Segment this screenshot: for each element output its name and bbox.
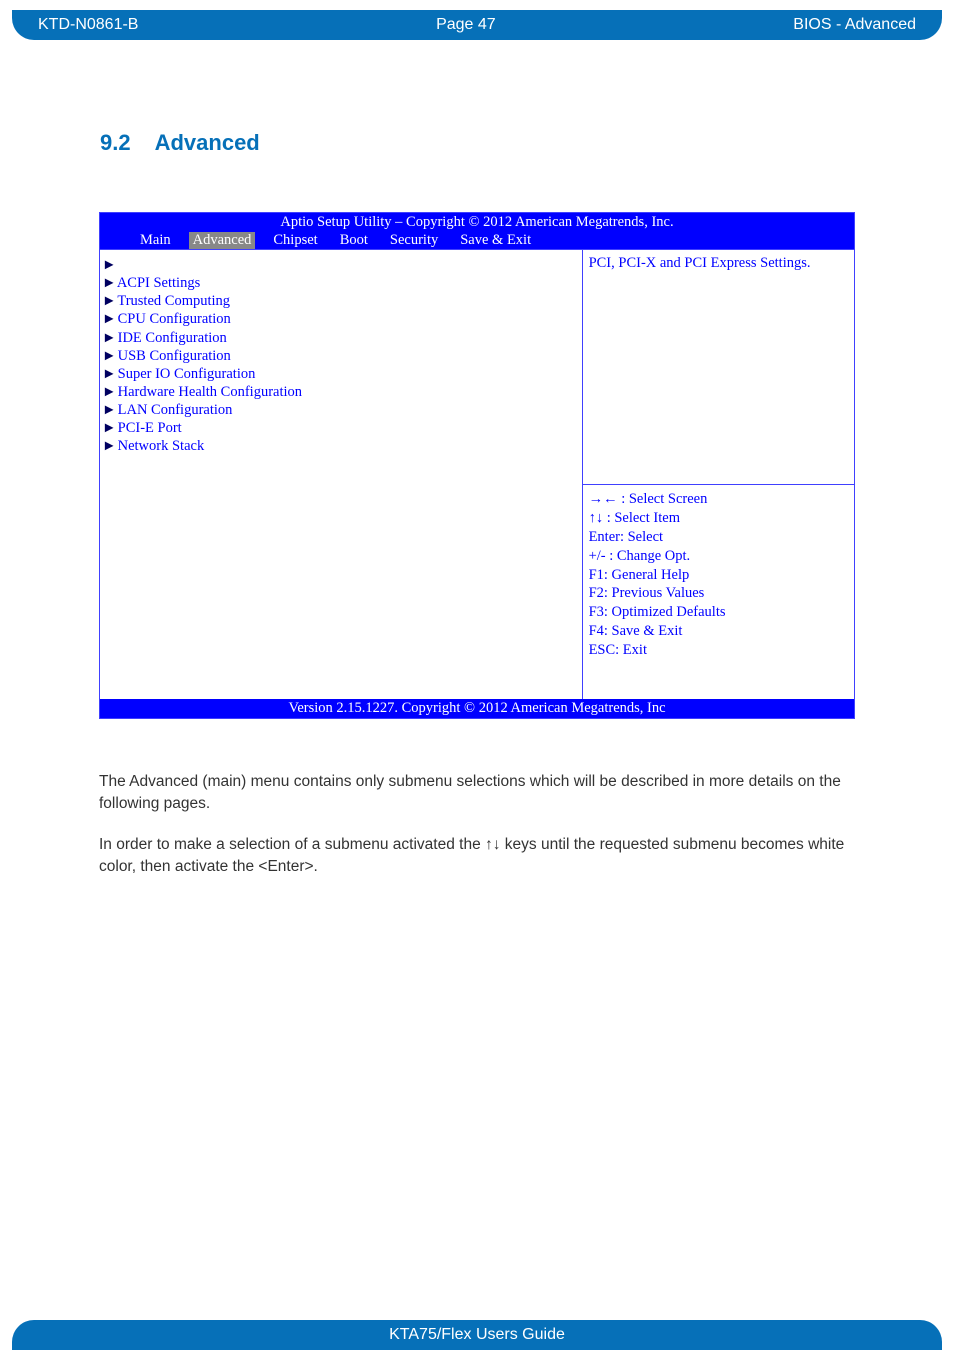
bios-menu-item-label: Super IO Configuration [114,366,255,382]
bios-tab-chipset[interactable]: Chipset [269,232,321,249]
bios-menu-item-label: Hardware Health Configuration [114,384,302,400]
bios-nav-help-line: F3: Optimized Defaults [589,603,848,622]
bios-tab-row: Main Advanced Chipset Boot Security Save & Ex… [100,232,854,249]
bios-titlebar: Aptio Setup Utility – Copyright © 2012 A… [100,213,854,232]
section-title-text: Advanced [155,130,260,155]
header-page-number: Page 47 [138,16,793,34]
bios-tab-main[interactable]: Main [136,232,175,249]
bios-tab-boot[interactable]: Boot [336,232,372,249]
bios-menu-item-label: CPU Configuration [114,311,231,327]
bios-menu-item[interactable]: ► Network Stack [102,437,576,455]
bios-tab-save-exit[interactable]: Save & Exit [456,232,535,249]
bios-menu-item[interactable]: ► PCI Subsystem Settings [102,256,576,274]
bios-menu-item-label: PCI Subsystem Settings [114,257,257,273]
bios-menu-item[interactable]: ► CPU Configuration [102,310,576,328]
header-doc-id: KTD-N0861-B [38,16,138,34]
section-heading: 9.2 Advanced [100,130,954,156]
bios-menu-item[interactable]: ► PCI-E Port [102,419,576,437]
body-text: The Advanced (main) menu contains only s… [99,771,855,879]
submenu-arrow-icon: ► [102,419,114,437]
bios-tab-security[interactable]: Security [386,232,442,249]
bios-menu-item-label: USB Configuration [114,348,231,364]
submenu-arrow-icon: ► [102,383,114,401]
bios-nav-help-line: ESC: Exit [589,641,848,660]
bios-body: ► PCI Subsystem Settings► ACPI Settings►… [100,249,854,699]
bios-menu-item-label: ACPI Settings [114,275,200,291]
bios-tab-advanced[interactable]: Advanced [189,232,256,249]
submenu-arrow-icon: ► [102,256,114,274]
submenu-arrow-icon: ► [102,310,114,328]
submenu-arrow-icon: ► [102,292,114,310]
bios-menu-item[interactable]: ► LAN Configuration [102,401,576,419]
bios-item-help: PCI, PCI-X and PCI Express Settings. [583,250,854,484]
bios-menu-item-label: LAN Configuration [114,402,232,418]
page-header: KTD-N0861-B Page 47 BIOS - Advanced [12,10,942,40]
bios-menu-item[interactable]: ► USB Configuration [102,347,576,365]
bios-menu-item-label: PCI-E Port [114,420,182,436]
bios-help-pane: PCI, PCI-X and PCI Express Settings. →← … [583,249,854,699]
page-footer: KTA75/Flex Users Guide [12,1320,942,1350]
bios-nav-help-line: F4: Save & Exit [589,622,848,641]
bios-screenshot: Aptio Setup Utility – Copyright © 2012 A… [99,212,855,719]
section-number: 9.2 [100,130,131,155]
submenu-arrow-icon: ► [102,365,114,383]
bios-menu-item[interactable]: ► Hardware Health Configuration [102,383,576,401]
bios-menu-item-label: IDE Configuration [114,330,227,346]
bios-nav-help-line: +/- : Change Opt. [589,547,848,566]
body-paragraph: In order to make a selection of a submen… [99,834,855,879]
bios-nav-help-line: F2: Previous Values [589,584,848,603]
bios-menu-pane: ► PCI Subsystem Settings► ACPI Settings►… [100,249,583,699]
header-section: BIOS - Advanced [793,16,916,34]
bios-nav-help-line: F1: General Help [589,566,848,585]
bios-menu-item[interactable]: ► IDE Configuration [102,329,576,347]
submenu-arrow-icon: ► [102,329,114,347]
submenu-arrow-icon: ► [102,437,114,455]
bios-nav-help: →← : Select Screen↑↓ : Select ItemEnter:… [583,484,854,699]
bios-menu-item-label: Network Stack [114,438,204,454]
bios-menu-item[interactable]: ► ACPI Settings [102,274,576,292]
bios-nav-help-line: Enter: Select [589,528,848,547]
submenu-arrow-icon: ► [102,401,114,419]
body-paragraph: The Advanced (main) menu contains only s… [99,771,855,816]
submenu-arrow-icon: ► [102,274,114,292]
bios-menu-item[interactable]: ► Trusted Computing [102,292,576,310]
submenu-arrow-icon: ► [102,347,114,365]
bios-nav-help-line: →← : Select Screen [589,490,848,509]
bios-menu-item[interactable]: ► Super IO Configuration [102,365,576,383]
bios-nav-help-line: ↑↓ : Select Item [589,509,848,528]
bios-version-bar: Version 2.15.1227. Copyright © 2012 Amer… [100,699,854,718]
bios-menu-item-label: Trusted Computing [114,293,230,309]
